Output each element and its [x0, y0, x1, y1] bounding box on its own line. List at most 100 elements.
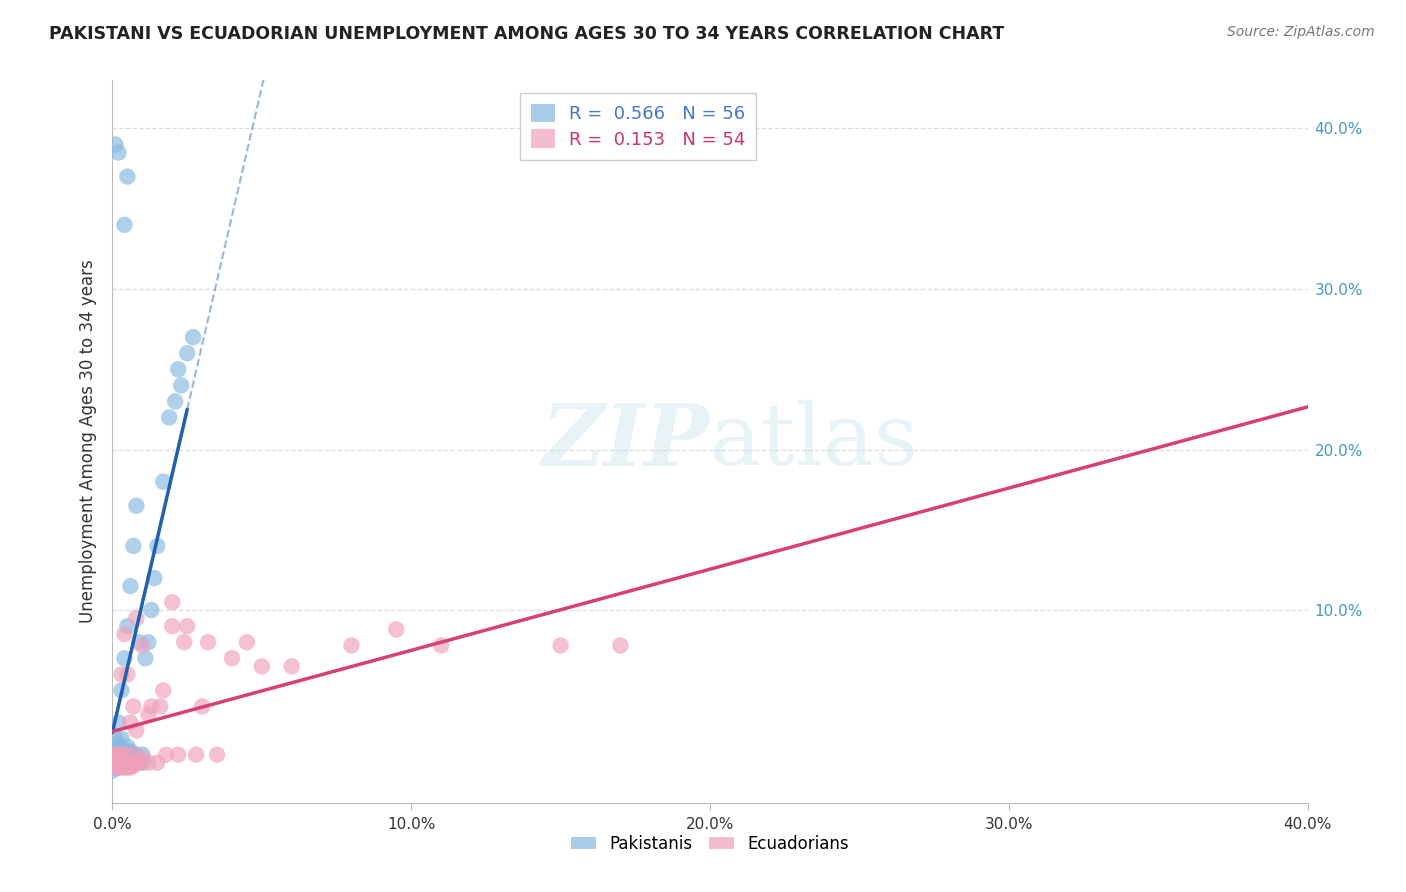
- Point: [155, 747, 177, 762]
- Point: [114, 744, 135, 758]
- Point: [236, 635, 259, 649]
- Point: [107, 756, 129, 770]
- Point: [114, 759, 135, 773]
- Point: [122, 756, 145, 770]
- Point: [120, 715, 142, 730]
- Point: [110, 683, 132, 698]
- Point: [128, 756, 150, 770]
- Point: [101, 764, 124, 778]
- Point: [122, 539, 145, 553]
- Point: [430, 639, 453, 653]
- Point: [120, 759, 142, 773]
- Point: [110, 756, 132, 770]
- Point: [104, 731, 127, 746]
- Point: [104, 754, 127, 768]
- Point: [131, 639, 153, 653]
- Point: [104, 744, 127, 758]
- Point: [197, 635, 219, 649]
- Point: [134, 651, 156, 665]
- Point: [167, 747, 190, 762]
- Point: [107, 751, 129, 765]
- Point: [131, 747, 153, 762]
- Point: [152, 683, 174, 698]
- Point: [110, 747, 132, 762]
- Point: [110, 759, 132, 773]
- Text: ZIP: ZIP: [543, 400, 710, 483]
- Point: [120, 579, 142, 593]
- Point: [101, 757, 124, 772]
- Point: [114, 756, 135, 770]
- Point: [146, 756, 169, 770]
- Point: [141, 699, 163, 714]
- Point: [117, 747, 139, 762]
- Point: [131, 751, 153, 765]
- Point: [104, 137, 127, 152]
- Point: [125, 499, 148, 513]
- Point: [165, 394, 187, 409]
- Point: [117, 667, 139, 681]
- Point: [117, 756, 139, 770]
- Point: [122, 759, 145, 773]
- Point: [167, 362, 190, 376]
- Point: [125, 756, 148, 770]
- Point: [125, 611, 148, 625]
- Point: [114, 747, 135, 762]
- Point: [281, 659, 304, 673]
- Point: [104, 759, 127, 773]
- Point: [162, 595, 183, 609]
- Point: [117, 169, 139, 184]
- Point: [170, 378, 193, 392]
- Text: atlas: atlas: [710, 400, 920, 483]
- Point: [107, 145, 129, 160]
- Point: [385, 623, 408, 637]
- Point: [149, 699, 172, 714]
- Point: [122, 699, 145, 714]
- Y-axis label: Unemployment Among Ages 30 to 34 years: Unemployment Among Ages 30 to 34 years: [79, 260, 97, 624]
- Point: [125, 756, 148, 770]
- Point: [340, 639, 363, 653]
- Point: [120, 756, 142, 770]
- Point: [107, 715, 129, 730]
- Point: [110, 754, 132, 768]
- Point: [104, 760, 127, 774]
- Point: [125, 723, 148, 738]
- Point: [114, 752, 135, 766]
- Point: [181, 330, 204, 344]
- Point: [117, 739, 139, 754]
- Point: [117, 759, 139, 773]
- Point: [186, 747, 208, 762]
- Point: [152, 475, 174, 489]
- Point: [205, 747, 228, 762]
- Text: PAKISTANI VS ECUADORIAN UNEMPLOYMENT AMONG AGES 30 TO 34 YEARS CORRELATION CHART: PAKISTANI VS ECUADORIAN UNEMPLOYMENT AMO…: [49, 25, 1004, 43]
- Legend: Pakistanis, Ecuadorians: Pakistanis, Ecuadorians: [564, 828, 856, 860]
- Point: [117, 619, 139, 633]
- Point: [138, 635, 160, 649]
- Point: [141, 603, 163, 617]
- Point: [120, 752, 142, 766]
- Point: [107, 760, 129, 774]
- Point: [138, 756, 160, 770]
- Point: [173, 635, 195, 649]
- Point: [550, 639, 572, 653]
- Point: [128, 756, 150, 770]
- Point: [110, 760, 132, 774]
- Point: [104, 754, 127, 768]
- Point: [122, 747, 145, 762]
- Point: [146, 539, 169, 553]
- Point: [157, 410, 180, 425]
- Point: [122, 747, 145, 762]
- Point: [114, 218, 135, 232]
- Point: [110, 747, 132, 762]
- Point: [114, 760, 135, 774]
- Point: [104, 747, 127, 762]
- Text: Source: ZipAtlas.com: Source: ZipAtlas.com: [1227, 25, 1375, 39]
- Point: [117, 760, 139, 774]
- Point: [107, 739, 129, 754]
- Point: [131, 756, 153, 770]
- Point: [120, 760, 142, 774]
- Point: [162, 619, 183, 633]
- Point: [176, 346, 198, 360]
- Point: [117, 754, 139, 768]
- Point: [128, 635, 150, 649]
- Point: [125, 747, 148, 762]
